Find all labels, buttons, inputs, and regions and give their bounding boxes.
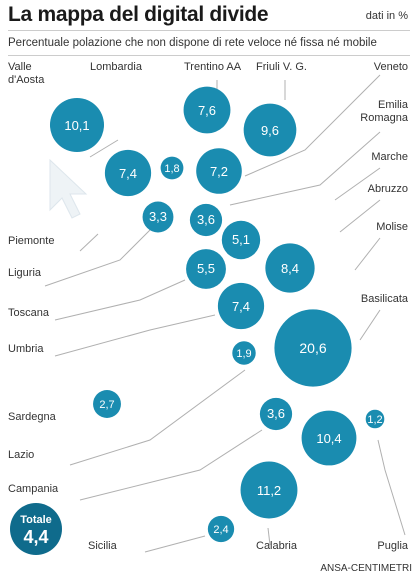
unit-label: dati in % [365, 10, 408, 22]
leader-line [44, 229, 151, 287]
bubble-19 [207, 515, 235, 543]
region-label: Molise [376, 221, 408, 233]
cursor-arrow-icon [49, 158, 88, 219]
region-label: Sicilia [88, 540, 118, 552]
leader-line [229, 131, 381, 206]
bubble-value-label: 5,1 [232, 232, 250, 247]
region-label: Calabria [256, 540, 298, 552]
chart-subtitle: Percentuale polazione che non dispone di… [8, 37, 377, 49]
bubble-value-label: 3,6 [267, 406, 285, 421]
bubble-value-label: 1,9 [236, 348, 251, 360]
leader-lines [44, 74, 406, 553]
region-label: Trentino AA [184, 61, 242, 73]
bubble-value-label: 11,2 [257, 483, 281, 498]
region-label: Puglia [377, 540, 408, 552]
bubble-17 [365, 409, 385, 429]
total-value: 4,4 [23, 527, 48, 547]
leader-line [359, 309, 381, 341]
region-label: Toscana [8, 307, 50, 319]
bubble-value-label: 10,4 [316, 431, 341, 446]
subtitle-divider [8, 55, 410, 56]
region-label: Sardegna [8, 411, 57, 423]
bubble-6 [160, 156, 184, 180]
bubble-value-label: 7,6 [198, 103, 216, 118]
bubble-12 [274, 309, 352, 387]
leader-line [54, 314, 216, 357]
bubble-3 [243, 103, 297, 157]
bubble-10 [265, 243, 315, 293]
bubble-15 [259, 397, 293, 431]
region-bubbles: 10,1 7,4 7,6 9,6 7,2 3,6 1,8 3,3 5,5 5,1 8,4 7,4 20,… [10, 86, 385, 555]
bubble-value-label: 10,1 [64, 118, 89, 133]
bubble-4 [196, 148, 242, 194]
bubble-16 [301, 410, 357, 466]
bubble-7 [142, 201, 174, 233]
leader-line [339, 199, 381, 233]
bubble-5 [189, 203, 223, 237]
leader-line [244, 74, 381, 177]
leader-line [69, 369, 246, 466]
region-label: Basilicata [361, 293, 409, 305]
total-bubble [10, 503, 62, 555]
leader-line [334, 167, 381, 201]
title-divider [8, 30, 410, 31]
region-label: Lombardia [90, 61, 143, 73]
bubble-value-label: 7,2 [210, 164, 228, 179]
bubble-value-label: 8,4 [281, 261, 299, 276]
leader-line [54, 279, 186, 321]
region-label: Veneto [374, 61, 408, 73]
cursor-arrow-icon [49, 158, 88, 219]
region-label: Marche [371, 151, 408, 163]
bubble-value-label: 7,4 [119, 166, 137, 181]
region-label: Lazio [8, 449, 34, 461]
bubble-18 [240, 461, 298, 519]
bubble-value-label: 3,3 [149, 209, 167, 224]
bubble-value-label: 1,8 [164, 163, 179, 175]
region-label: Friuli V. G. [256, 61, 307, 73]
bubble-13 [232, 341, 256, 365]
leader-line [79, 429, 263, 501]
region-label: Emilia Romagna [360, 99, 409, 124]
total-label: Totale [20, 514, 52, 526]
bubble-9 [221, 220, 261, 260]
region-label: Abruzzo [368, 183, 408, 195]
bubble-value-label: 2,4 [213, 524, 228, 536]
bubble-8 [186, 249, 226, 289]
leader-line [267, 527, 271, 546]
region-label: Campania [8, 483, 59, 495]
bubble-value-label: 20,6 [299, 340, 326, 356]
leader-line [377, 439, 406, 536]
bubble-value-label: 3,6 [197, 212, 215, 227]
bubble-0 [49, 97, 105, 153]
region-label: Piemonte [8, 235, 54, 247]
bubble-value-label: 1,2 [367, 414, 382, 426]
chart-title: La mappa del digital divide [8, 3, 269, 26]
bubble-2 [183, 86, 231, 134]
bubble-value-label: 9,6 [261, 123, 279, 138]
bubble-11 [217, 282, 265, 330]
region-label: Liguria [8, 267, 42, 279]
bubble-value-label: 2,7 [99, 399, 114, 411]
bubble-1 [104, 149, 152, 197]
leader-line [144, 535, 206, 553]
region-label: Valle d'Aosta [8, 61, 45, 86]
bubble-value-label: 5,5 [197, 261, 215, 276]
credit-label: ANSA-CENTIMETRI [320, 563, 412, 574]
leader-line [89, 139, 119, 158]
bubble-value-label: 7,4 [232, 299, 250, 314]
leader-line [354, 237, 381, 271]
leader-line [79, 233, 99, 252]
bubble-14 [93, 390, 121, 418]
region-labels: Valle d'Aosta Lombardia Trentino AA Friuli V… [8, 61, 409, 552]
region-label: Umbria [8, 343, 44, 355]
